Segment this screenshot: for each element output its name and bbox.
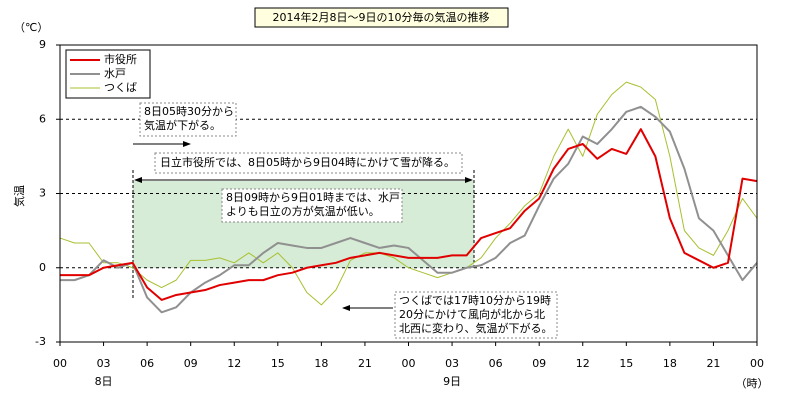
x-tick-label: 03 <box>445 357 459 370</box>
annotation: 日立市役所では、8日05時から9日04時にかけて雪が降る。 <box>160 155 455 169</box>
y-tick-label: 9 <box>39 38 46 51</box>
day-label: 9日 <box>443 375 461 388</box>
x-tick-label: 15 <box>271 357 285 370</box>
x-tick-label: 09 <box>184 357 198 370</box>
x-tick-label: 03 <box>97 357 111 370</box>
series-line <box>59 81 758 306</box>
x-tick-label: 15 <box>619 357 633 370</box>
legend-label: 水戸 <box>104 67 126 80</box>
y-tick-label: -3 <box>35 335 46 348</box>
annotation: つくばでは17時10分から19時 <box>399 294 551 307</box>
x-tick-label: 21 <box>706 357 720 370</box>
x-tick-label: 00 <box>750 357 764 370</box>
y-tick-label: 0 <box>39 261 46 274</box>
title-box <box>254 7 509 28</box>
annotation: 北西に変わり、気温が下がる。 <box>399 321 553 335</box>
annotation: 気温が下がる。 <box>144 118 221 132</box>
annotations <box>133 102 558 339</box>
annotation: 20分にかけて風向が北から北 <box>399 307 545 321</box>
series-line <box>60 105 758 314</box>
plot-frame <box>59 44 758 343</box>
chart-title: 2014年2月8日～9日の10分毎の気温の推移 <box>273 10 490 24</box>
y-tick-label: 6 <box>39 112 46 125</box>
x-tick-label: 00 <box>53 357 67 370</box>
x-tick-label: 06 <box>140 357 154 370</box>
x-tick-label: 09 <box>532 357 546 370</box>
annotation-texts: 8日05時30分から気温が下がる。日立市役所では、8日05時から9日04時にかけ… <box>144 105 553 335</box>
y-tick-label: 3 <box>39 187 46 200</box>
y-unit: （℃） <box>14 21 48 34</box>
annotation-box <box>221 188 403 223</box>
y-label: 気温 <box>12 185 26 207</box>
x-tick-label: 18 <box>314 357 328 370</box>
x-tick-label: 21 <box>358 357 372 370</box>
annotation-box <box>139 102 237 137</box>
legend-label: 市役所 <box>104 52 137 66</box>
annotation-box <box>154 152 463 174</box>
x-tick-label: 18 <box>663 357 677 370</box>
x-tick-label: 12 <box>576 357 590 370</box>
x-unit: （時） <box>736 377 769 390</box>
annotation-box <box>394 291 558 339</box>
x-tick-label: 00 <box>402 357 416 370</box>
annotation: 8日05時30分から <box>144 105 234 118</box>
annotation: 8日09時から9日01時までは、水戸 <box>226 191 400 204</box>
x-tick-label: 06 <box>489 357 503 370</box>
annotation: よりも日立の方が気温が低い。 <box>226 204 380 218</box>
series-line <box>60 128 758 301</box>
day-label: 8日 <box>95 375 113 388</box>
x-tick-label: 12 <box>227 357 241 370</box>
legend-label: つくば <box>104 81 137 94</box>
